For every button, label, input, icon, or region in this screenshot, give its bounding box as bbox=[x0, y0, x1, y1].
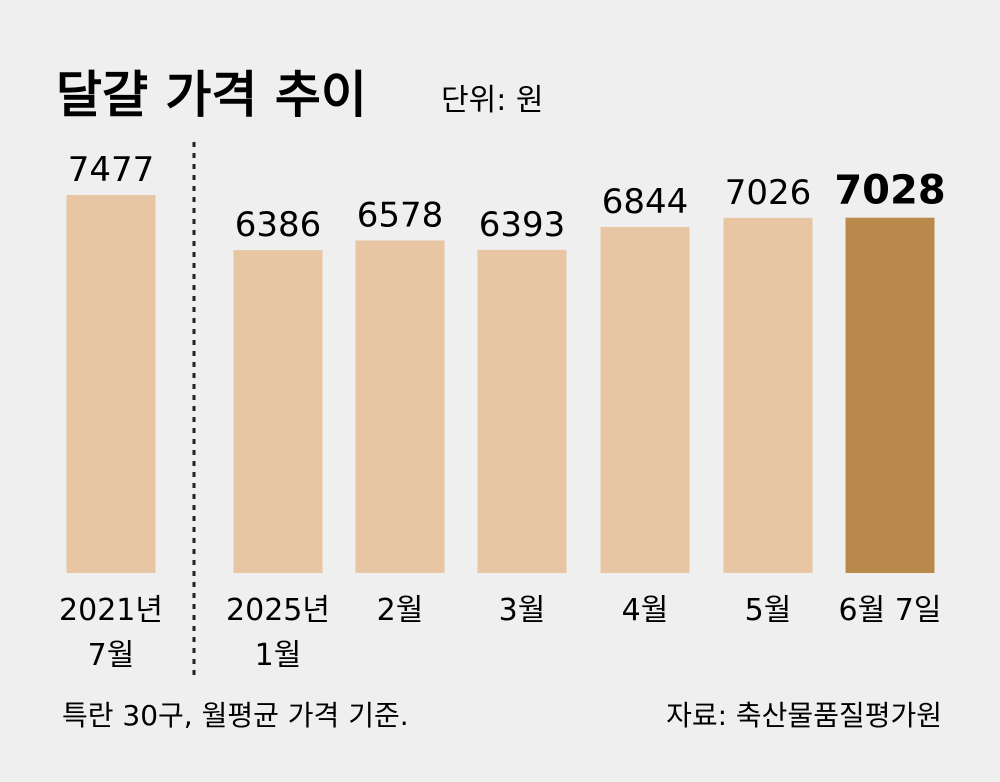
category-label-4-0: 4월 bbox=[622, 593, 669, 628]
bar-value-label-4: 6844 bbox=[602, 182, 689, 222]
bar-2 bbox=[355, 240, 445, 573]
bar-5 bbox=[723, 217, 813, 573]
footnote: 특란 30구, 월평균 가격 기준. bbox=[62, 699, 409, 732]
category-label-1-0: 2025년 bbox=[226, 593, 330, 628]
bar-3 bbox=[477, 249, 567, 574]
bar-1 bbox=[233, 250, 323, 573]
category-label-0-1: 7월 bbox=[88, 638, 135, 673]
category-label-3-0: 3월 bbox=[499, 593, 546, 628]
bar-0 bbox=[66, 195, 156, 573]
category-label-1-1: 1월 bbox=[255, 638, 302, 673]
bar-value-label-3: 6393 bbox=[479, 205, 566, 245]
bar-value-label-5: 7026 bbox=[725, 173, 812, 213]
source-note: 자료: 축산물품질평가원 bbox=[666, 699, 942, 732]
category-label-0-0: 2021년 bbox=[59, 593, 163, 628]
bar-6 bbox=[845, 217, 935, 573]
bars-group: 7477 2021년 7월 6386 2025년 1월 6578 2월 6393 3월 6844 4월… bbox=[59, 150, 946, 673]
category-label-2-0: 2월 bbox=[377, 593, 424, 628]
chart-title: 달걀 가격 추이 bbox=[56, 66, 367, 124]
bar-value-label-6: 7028 bbox=[834, 168, 945, 214]
bar-value-label-1: 6386 bbox=[235, 205, 322, 245]
bar-4 bbox=[600, 227, 690, 573]
bar-value-label-2: 6578 bbox=[357, 195, 444, 235]
unit-label: 단위: 원 bbox=[441, 83, 543, 118]
bar-value-label-0: 7477 bbox=[68, 150, 155, 190]
category-label-6-0: 6월 7일 bbox=[839, 593, 942, 628]
category-label-5-0: 5월 bbox=[745, 593, 792, 628]
